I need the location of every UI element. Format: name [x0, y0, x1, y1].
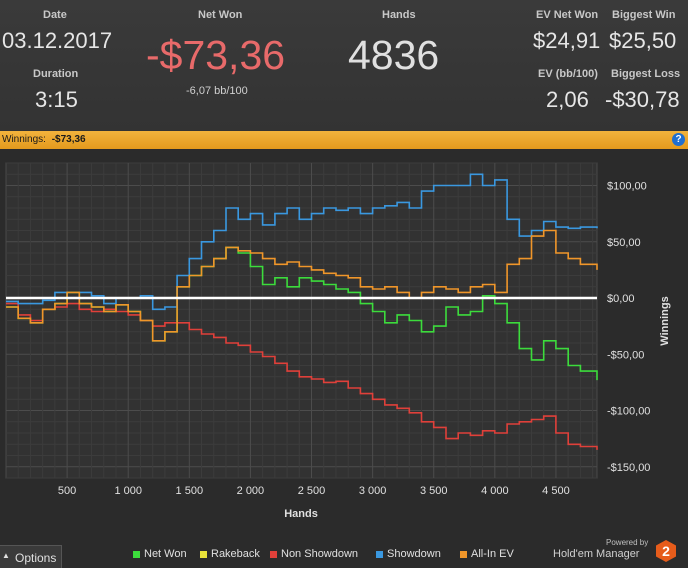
- x-tick-labels: 500 1 000 1 500 2 000 2 500 3 000 3 500 4 000 4 …: [58, 485, 570, 497]
- winnings-summary: Winnings: -$73,36: [2, 134, 86, 145]
- y-tick-labels: $100,00 $50,00 $0,00 -$50,00 -$100,00 -$150,0…: [607, 181, 650, 474]
- x-axis-label: Hands: [284, 508, 318, 520]
- x-tick-label: 500: [58, 485, 76, 497]
- winnings-header-bar: Winnings: -$73,36 ?: [0, 131, 688, 149]
- x-tick-label: 3 500: [420, 485, 448, 497]
- series-showdown: [6, 173, 598, 311]
- y-axis-label: Winnings: [659, 296, 671, 345]
- legend-item-net-won[interactable]: Net Won: [133, 548, 187, 560]
- chart-series: [6, 173, 598, 450]
- legend-label: Net Won: [144, 548, 187, 560]
- x-tick-label: 2 000: [237, 485, 265, 497]
- x-tick-label: 1 500: [176, 485, 204, 497]
- y-tick-label: $50,00: [607, 237, 641, 249]
- y-tick-label: $100,00: [607, 181, 647, 193]
- legend-label: Non Showdown: [281, 548, 359, 560]
- x-tick-label: 4 500: [542, 485, 570, 497]
- powered-by-text: Powered by: [606, 538, 649, 547]
- ev-bb100-value: 2,06: [546, 87, 589, 112]
- bb-per-100: -6,07 bb/100: [186, 85, 248, 97]
- duration-label: Duration: [33, 68, 79, 80]
- biggest-win-value: $25,50: [609, 28, 677, 53]
- y-tick-label: -$150,00: [607, 462, 650, 474]
- winnings-value: -$73,36: [51, 134, 86, 145]
- options-button[interactable]: ▲ Options: [0, 545, 62, 568]
- legend-label: Rakeback: [211, 548, 260, 560]
- y-tick-label: -$100,00: [607, 406, 650, 418]
- legend-swatch: [200, 550, 207, 558]
- net-won-value: -$73,36: [146, 32, 286, 78]
- options-label: Options: [15, 551, 57, 565]
- winnings-chart: $100,00 $50,00 $0,00 -$50,00 -$100,00 -$150,0…: [5, 162, 671, 520]
- legend-swatch: [460, 550, 467, 558]
- legend-item-showdown[interactable]: Showdown: [376, 548, 441, 560]
- y-tick-label: -$50,00: [607, 349, 644, 361]
- y-tick-label: $0,00: [607, 293, 635, 305]
- x-tick-label: 1 000: [114, 485, 142, 497]
- net-won-label: Net Won: [198, 9, 243, 21]
- product-name: Hold'em Manager: [553, 548, 640, 560]
- legend-swatch: [133, 550, 140, 558]
- date-value: 03.12.2017: [2, 28, 113, 53]
- caret-up-icon: ▲: [2, 551, 10, 560]
- stats-panel: Date 03.12.2017 Duration 3:15 Net Won -$…: [0, 0, 688, 131]
- legend-label: Showdown: [387, 548, 441, 560]
- hands-value: 4836: [348, 32, 440, 78]
- help-icon[interactable]: ?: [672, 133, 685, 146]
- ev-net-won-value: $24,91: [533, 28, 601, 53]
- legend-label: All-In EV: [471, 548, 514, 560]
- x-tick-label: 3 000: [359, 485, 387, 497]
- ev-bb100-label: EV (bb/100): [538, 68, 598, 80]
- winnings-label: Winnings:: [2, 134, 46, 145]
- x-tick-label: 4 000: [481, 485, 509, 497]
- biggest-win-label: Biggest Win: [612, 9, 676, 21]
- biggest-loss-label: Biggest Loss: [611, 68, 681, 80]
- biggest-loss-value: -$30,78: [605, 87, 680, 112]
- legend-item-all-in-ev[interactable]: All-In EV: [460, 548, 514, 560]
- legend-swatch: [376, 550, 383, 558]
- hm2-logo: 2: [656, 540, 676, 562]
- series-all-in-ev: [6, 229, 598, 342]
- legend-item-rakeback[interactable]: Rakeback: [200, 548, 260, 560]
- x-tick-label: 2 500: [298, 485, 326, 497]
- ev-net-won-label: EV Net Won: [536, 9, 599, 21]
- date-label: Date: [43, 9, 67, 21]
- legend-swatch: [270, 550, 277, 558]
- legend-item-non-showdown[interactable]: Non Showdown: [270, 548, 358, 560]
- duration-value: 3:15: [35, 87, 78, 112]
- hands-label: Hands: [382, 9, 416, 21]
